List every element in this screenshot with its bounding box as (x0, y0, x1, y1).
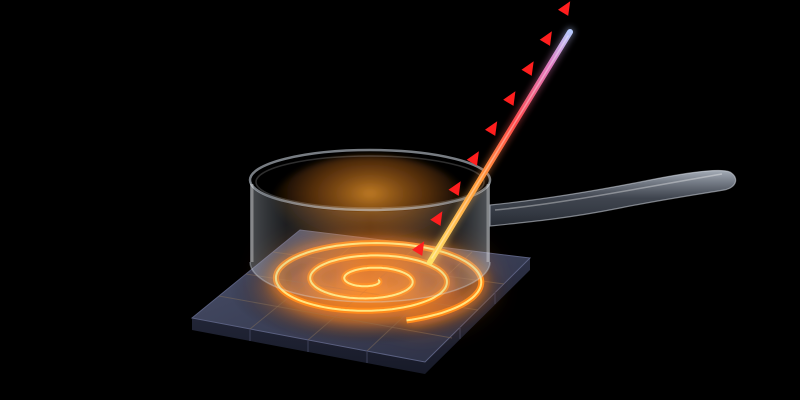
glass-saucepan (248, 148, 737, 303)
thermometer-rod-body (427, 29, 573, 265)
hot-plate-side (192, 258, 530, 374)
heat-arrow (485, 121, 498, 136)
heat-arrow (539, 31, 552, 46)
heat-arrows (412, 1, 571, 256)
pan-rim (248, 148, 492, 212)
heat-arrow (503, 91, 516, 106)
heat-arrow (521, 61, 534, 76)
pan-handle (489, 169, 737, 227)
thermometer-rod-highlight (431, 35, 569, 259)
pan-handle-highlight (494, 173, 723, 211)
heat-arrow (448, 181, 461, 196)
thermometer-rod (425, 27, 575, 267)
heat-arrow (430, 211, 443, 226)
pan-bottom-edge (249, 261, 491, 303)
heat-arrow (412, 241, 425, 256)
pan-wall (250, 180, 490, 302)
heat-arrow (466, 151, 479, 166)
plate-side-segments (249, 292, 496, 363)
heat-arrow (558, 1, 571, 16)
